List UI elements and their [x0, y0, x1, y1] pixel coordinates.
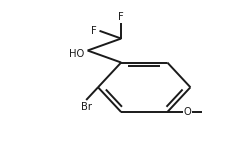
Text: F: F — [91, 26, 97, 36]
Text: F: F — [118, 12, 124, 22]
Text: HO: HO — [68, 49, 84, 59]
Text: O: O — [183, 107, 190, 117]
Text: Br: Br — [80, 102, 91, 112]
